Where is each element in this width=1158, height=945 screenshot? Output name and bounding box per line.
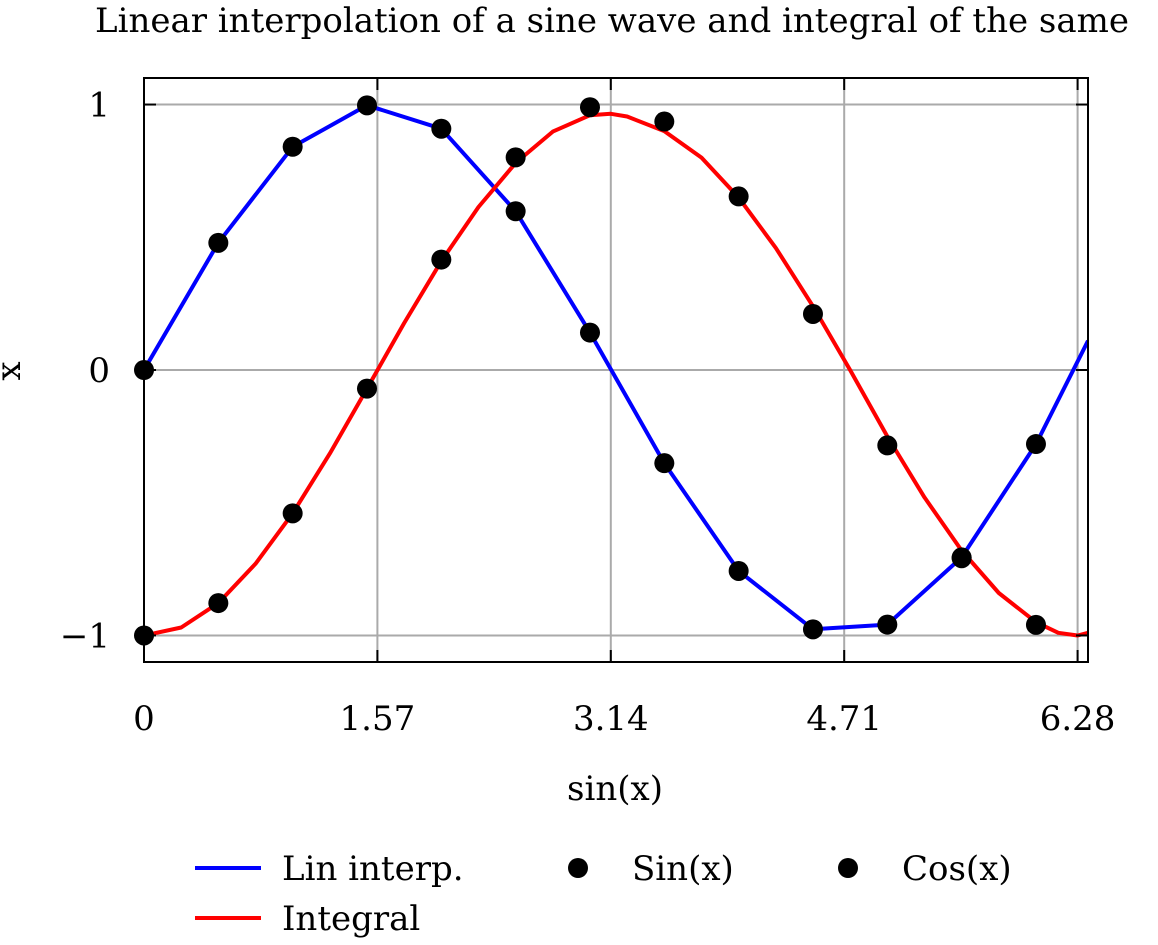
legend-label-lin-interp: Lin interp.: [282, 849, 464, 889]
x-tick-label: 1.57: [340, 699, 416, 739]
point-cos-x-9: [802, 303, 823, 324]
x-tick-label: 3.14: [573, 699, 649, 739]
y-axis-label: x: [0, 361, 29, 380]
point-sin-x-9: [802, 619, 823, 640]
point-sin-x-8: [728, 560, 749, 581]
series-line-integral: [144, 111, 1088, 638]
y-tick-label: 0: [88, 351, 110, 391]
point-sin-x-2: [282, 136, 303, 157]
x-tick-label: 0: [133, 699, 155, 739]
point-sin-x-6: [579, 322, 600, 343]
point-sin-x-12: [1025, 434, 1046, 455]
point-cos-x-6: [579, 97, 600, 118]
chart-title: Linear interpolation of a sine wave and …: [95, 1, 1129, 41]
legend-swatch-cos-x: [838, 858, 858, 878]
legend-label-integral: Integral: [282, 899, 420, 939]
y-tick-label: 1: [88, 86, 110, 126]
x-tick-label: 6.28: [1040, 699, 1116, 739]
point-cos-x-4: [431, 249, 452, 270]
x-axis-label: sin(x): [567, 769, 663, 809]
point-cos-x-7: [654, 111, 675, 132]
grid: [143, 78, 1088, 662]
point-cos-x-5: [505, 147, 526, 168]
point-cos-x-10: [877, 435, 898, 456]
legend-label-cos-x: Cos(x): [902, 849, 1012, 889]
point-cos-x-8: [728, 186, 749, 207]
legend-item-cos-x: Cos(x): [838, 849, 1012, 889]
point-sin-x-3: [356, 95, 377, 116]
point-cos-x-12: [1025, 614, 1046, 635]
series-layer: [134, 95, 1088, 646]
point-sin-x-7: [654, 453, 675, 474]
legend-label-sin-x: Sin(x): [632, 849, 734, 889]
legend-item-integral: Integral: [195, 899, 420, 939]
y-tick-label: −1: [60, 616, 110, 656]
legend-item-lin-interp: Lin interp.: [195, 849, 464, 889]
point-cos-x-3: [356, 378, 377, 399]
series-line-lin-interp: [144, 103, 1088, 632]
legend-swatch-sin-x: [568, 858, 588, 878]
point-sin-x-4: [431, 118, 452, 139]
legend-item-sin-x: Sin(x): [568, 849, 734, 889]
plot-area: [144, 103, 1088, 638]
x-tick-label: 4.71: [806, 699, 882, 739]
legend: Lin interp. Integral Sin(x) Cos(x): [195, 849, 1012, 939]
point-cos-x-11: [951, 548, 972, 569]
point-sin-x-5: [505, 201, 526, 222]
point-cos-x-1: [208, 593, 229, 614]
point-sin-x-1: [208, 232, 229, 253]
point-sin-x-10: [877, 614, 898, 635]
point-cos-x-2: [282, 503, 303, 524]
ticks: 0 1.57 3.14 4.71 6.28 −1 0 1: [60, 78, 1116, 739]
